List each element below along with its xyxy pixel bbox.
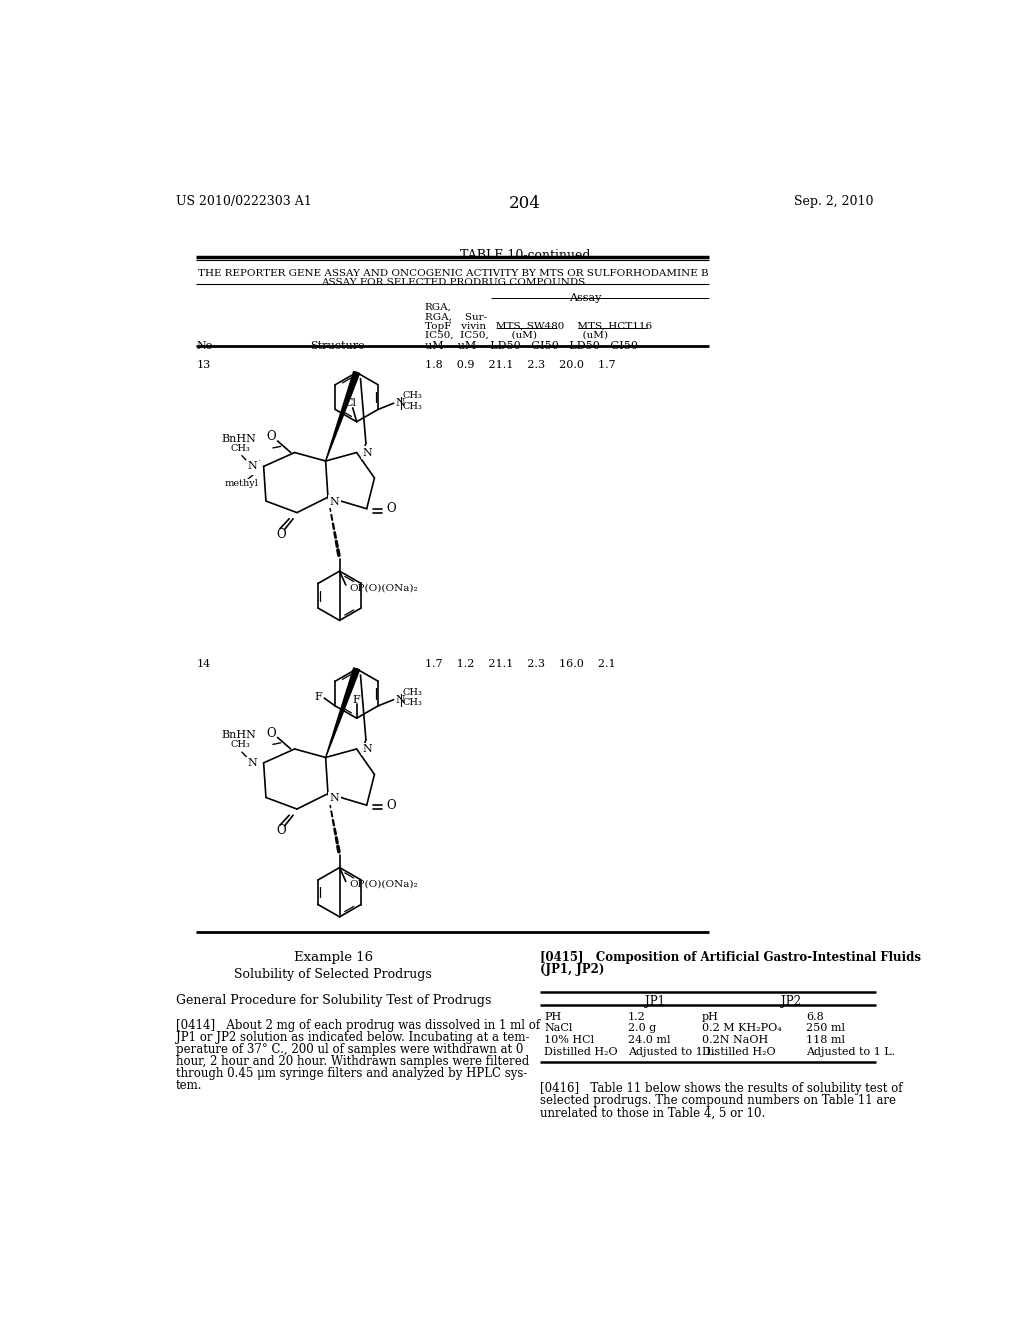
Text: Example 16: Example 16	[294, 952, 373, 965]
Text: Structure: Structure	[310, 341, 365, 351]
Text: PH: PH	[544, 1011, 561, 1022]
Text: JP1 or JP2 solution as indicated below. Incubating at a tem-: JP1 or JP2 solution as indicated below. …	[176, 1031, 529, 1044]
Text: N: N	[395, 399, 404, 408]
Text: No: No	[197, 341, 213, 351]
Text: 1.2: 1.2	[628, 1011, 645, 1022]
Text: [0415]   Composition of Artificial Gastro-Intestinal Fluids: [0415] Composition of Artificial Gastro-…	[541, 952, 922, 965]
Polygon shape	[326, 371, 359, 461]
Text: TABLE 10-continued: TABLE 10-continued	[460, 249, 590, 263]
Text: N: N	[248, 462, 257, 471]
Text: ASSAY FOR SELECTED PRODRUG COMPOUNDS: ASSAY FOR SELECTED PRODRUG COMPOUNDS	[322, 277, 586, 286]
Text: Adjusted to 1 L.: Adjusted to 1 L.	[806, 1047, 895, 1057]
Text: Cl: Cl	[344, 399, 356, 408]
Text: hour, 2 hour and 20 hour. Withdrawn samples were filtered: hour, 2 hour and 20 hour. Withdrawn samp…	[176, 1055, 529, 1068]
Text: CH₃: CH₃	[402, 391, 423, 400]
Text: Adjusted to 1 L.: Adjusted to 1 L.	[628, 1047, 717, 1057]
Text: JP1: JP1	[645, 995, 665, 1008]
Text: 24.0 ml: 24.0 ml	[628, 1035, 671, 1045]
Text: N: N	[330, 793, 339, 804]
Text: through 0.45 μm syringe filters and analyzed by HPLC sys-: through 0.45 μm syringe filters and anal…	[176, 1067, 527, 1080]
Text: F: F	[314, 692, 322, 702]
Text: O: O	[276, 824, 287, 837]
Text: CH₃: CH₃	[402, 688, 423, 697]
Text: BnHN: BnHN	[221, 730, 256, 741]
Text: 1.8    0.9    21.1    2.3    20.0    1.7: 1.8 0.9 21.1 2.3 20.0 1.7	[425, 360, 615, 370]
Text: OP(O)(ONa)₂: OP(O)(ONa)₂	[349, 583, 418, 593]
Text: RGA,: RGA,	[425, 304, 452, 312]
Text: perature of 37° C., 200 ul of samples were withdrawn at 0: perature of 37° C., 200 ul of samples we…	[176, 1043, 523, 1056]
Text: CH₃: CH₃	[230, 444, 250, 453]
Text: pH: pH	[701, 1011, 719, 1022]
Text: Sep. 2, 2010: Sep. 2, 2010	[794, 195, 873, 209]
Text: US 2010/0222303 A1: US 2010/0222303 A1	[176, 195, 311, 209]
Text: Distilled H₂O: Distilled H₂O	[544, 1047, 617, 1057]
Text: JP2: JP2	[780, 995, 801, 1008]
Text: selected prodrugs. The compound numbers on Table 11 are: selected prodrugs. The compound numbers …	[541, 1094, 896, 1107]
Text: N: N	[395, 694, 404, 705]
Text: unrelated to those in Table 4, 5 or 10.: unrelated to those in Table 4, 5 or 10.	[541, 1106, 766, 1119]
Text: THE REPORTER GENE ASSAY AND ONCOGENIC ACTIVITY BY MTS OR SULFORHODAMINE B: THE REPORTER GENE ASSAY AND ONCOGENIC AC…	[199, 268, 709, 277]
Text: OP(O)(ONa)₂: OP(O)(ONa)₂	[349, 880, 418, 888]
Text: O: O	[266, 430, 276, 444]
Text: NaCl: NaCl	[544, 1023, 572, 1034]
Text: N: N	[248, 758, 257, 768]
Text: 1.7    1.2    21.1    2.3    16.0    2.1: 1.7 1.2 21.1 2.3 16.0 2.1	[425, 659, 615, 669]
Text: O: O	[387, 502, 396, 515]
Text: IC50,  IC50,       (uM)              (uM): IC50, IC50, (uM) (uM)	[425, 330, 608, 339]
Polygon shape	[326, 668, 359, 758]
Text: N: N	[330, 496, 339, 507]
Text: 0.2N NaOH: 0.2N NaOH	[701, 1035, 768, 1045]
Text: Distilled H₂O: Distilled H₂O	[701, 1047, 775, 1057]
Text: tem.: tem.	[176, 1078, 203, 1092]
Text: 13: 13	[197, 360, 211, 370]
Text: 2.0 g: 2.0 g	[628, 1023, 656, 1034]
Text: General Procedure for Solubility Test of Prodrugs: General Procedure for Solubility Test of…	[176, 994, 492, 1007]
Text: F: F	[352, 694, 360, 705]
Text: O: O	[276, 528, 287, 541]
Text: TopF   vivin   MTS, SW480    MTS, HCT116: TopF vivin MTS, SW480 MTS, HCT116	[425, 322, 652, 330]
Text: CH₃: CH₃	[230, 741, 250, 748]
Text: O: O	[387, 799, 396, 812]
Text: CH₃: CH₃	[402, 403, 423, 411]
Text: CH₃: CH₃	[402, 698, 423, 708]
Text: Solubility of Selected Prodrugs: Solubility of Selected Prodrugs	[234, 969, 432, 982]
Text: 0.2 M KH₂PO₄: 0.2 M KH₂PO₄	[701, 1023, 781, 1034]
Text: RGA,    Sur-: RGA, Sur-	[425, 313, 487, 321]
Text: 204: 204	[509, 195, 541, 213]
Text: (JP1, JP2): (JP1, JP2)	[541, 964, 605, 975]
Text: 10% HCl: 10% HCl	[544, 1035, 594, 1045]
Text: N: N	[362, 744, 373, 754]
Text: [0416]   Table 11 below shows the results of solubility test of: [0416] Table 11 below shows the results …	[541, 1082, 903, 1096]
Text: [0414]   About 2 mg of each prodrug was dissolved in 1 ml of: [0414] About 2 mg of each prodrug was di…	[176, 1019, 541, 1032]
Text: BnHN: BnHN	[221, 434, 256, 444]
Text: Assay: Assay	[569, 293, 601, 304]
Text: 250 ml: 250 ml	[806, 1023, 845, 1034]
Text: N: N	[249, 459, 259, 473]
Text: 14: 14	[197, 659, 211, 669]
Text: uM    uM    LD50   GI50   LD50   GI50: uM uM LD50 GI50 LD50 GI50	[425, 341, 638, 351]
Text: methyl: methyl	[225, 479, 259, 488]
Text: O: O	[266, 727, 276, 739]
Text: 118 ml: 118 ml	[806, 1035, 845, 1045]
Text: 6.8: 6.8	[806, 1011, 824, 1022]
Text: N: N	[362, 447, 373, 458]
